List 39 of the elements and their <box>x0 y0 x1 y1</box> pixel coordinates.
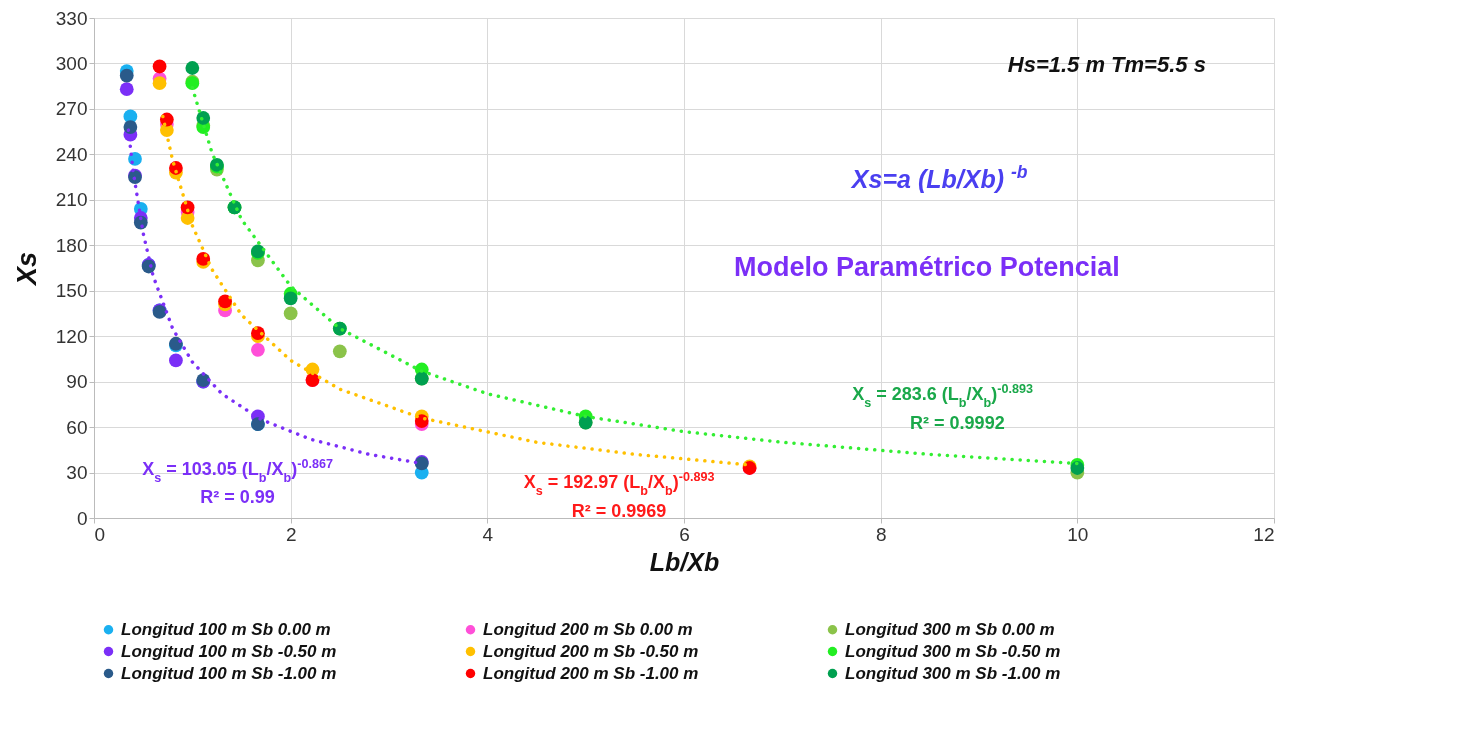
y-tick-label: 90 <box>66 371 88 393</box>
y-tick-label: 180 <box>55 234 88 256</box>
x-tick-label: 10 <box>1067 523 1089 545</box>
legend-label: Longitud 300 m Sb -0.50 m <box>845 641 1061 661</box>
y-tick-label: 240 <box>55 143 88 165</box>
x-tick-label: 8 <box>875 523 887 545</box>
legend-label: Longitud 200 m Sb -1.00 m <box>483 663 699 683</box>
x-tick-label: 4 <box>482 523 494 545</box>
x-tick-label: 0 <box>94 523 106 545</box>
y-tick-label: 30 <box>66 462 88 484</box>
y-tick-label: 60 <box>66 416 88 438</box>
legend-label: Longitud 300 m Sb -1.00 m <box>845 663 1061 683</box>
annotation: R² = 0.99 <box>200 487 275 508</box>
annotation: X$_{s}$ = 283.6 (L$_{b}$/X$_{b}$)$^{-0.893}$ <box>852 382 1033 411</box>
legend-label: Longitud 100 m Sb -1.00 m <box>121 663 337 683</box>
y-tick-label: 270 <box>55 98 88 120</box>
legend-label: Longitud 200 m Sb -0.50 m <box>483 641 699 661</box>
y-tick-label: 120 <box>55 325 88 347</box>
annotation: X$_{s}$ = 103.05 (L$_{b}$/X$_{b}$)$^{-0.867}$ <box>142 456 333 485</box>
x-tick-label: 2 <box>285 523 297 545</box>
x-tick-label: 6 <box>679 523 690 545</box>
annotation: R² = 0.9969 <box>571 500 667 521</box>
y-tick-label: 0 <box>76 507 88 529</box>
x-tick-label: 12 <box>1253 523 1275 545</box>
legend-label: Longitud 300 m Sb 0.00 m <box>845 619 1055 639</box>
annotation: Hs=1.5 m Tm=5.5 s <box>1007 51 1206 77</box>
y-axis-title: Xs <box>11 251 42 288</box>
x-axis-title: Lb/Xb <box>649 547 720 576</box>
legend-label: Longitud 200 m Sb 0.00 m <box>483 619 693 639</box>
annotation: X$_{s}$ = 192.97 (L$_{b}$/X$_{b}$)$^{-0.893}$ <box>523 470 715 499</box>
legend-label: Longitud 100 m Sb 0.00 m <box>121 619 331 639</box>
annotation: Xs=a (Lb/Xb) $^{-b}$ <box>849 162 1028 194</box>
annotation: R² = 0.9992 <box>910 413 1005 434</box>
y-tick-label: 150 <box>55 280 88 302</box>
y-tick-label: 330 <box>55 7 88 29</box>
annotation: Modelo Paramétrico Potencial <box>734 252 1120 282</box>
y-tick-label: 210 <box>55 189 88 211</box>
legend-label: Longitud 100 m Sb -0.50 m <box>121 641 337 661</box>
y-tick-label: 300 <box>55 52 88 74</box>
